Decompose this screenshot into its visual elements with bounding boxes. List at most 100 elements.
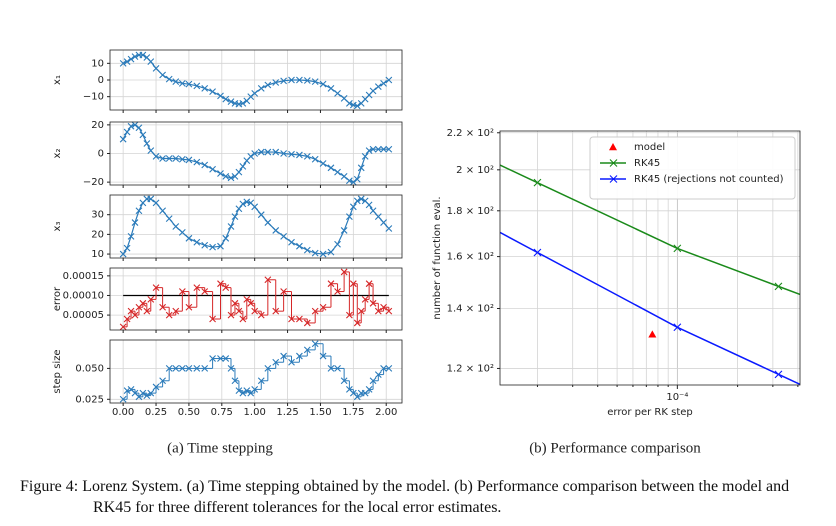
y-tick-label: 0.025 bbox=[75, 394, 104, 405]
point-marker bbox=[147, 296, 155, 303]
point-marker bbox=[172, 78, 180, 86]
point-marker bbox=[127, 232, 135, 240]
point-marker bbox=[349, 178, 357, 186]
point-marker bbox=[272, 358, 280, 366]
point-marker bbox=[217, 280, 224, 288]
point-marker bbox=[243, 198, 251, 206]
point-marker bbox=[139, 299, 147, 307]
point-marker bbox=[340, 377, 348, 385]
x-tick-label: 1.00 bbox=[244, 407, 266, 418]
y-axis-label: number of function eval. bbox=[432, 196, 443, 319]
point-marker bbox=[159, 377, 167, 385]
point-marker bbox=[217, 170, 224, 177]
point-marker bbox=[185, 303, 193, 311]
point-marker bbox=[327, 164, 335, 172]
point-marker bbox=[280, 232, 288, 240]
point-marker bbox=[349, 203, 357, 211]
point-marker bbox=[280, 77, 288, 85]
y-tick-label: 1.2 × 10² bbox=[447, 363, 494, 374]
point-marker bbox=[139, 131, 147, 139]
point-marker bbox=[369, 87, 377, 95]
point-marker bbox=[178, 288, 186, 295]
point-marker bbox=[319, 160, 327, 167]
y-tick-label: 0.00010 bbox=[63, 290, 104, 301]
point-marker bbox=[340, 268, 348, 276]
point-marker bbox=[345, 311, 353, 319]
point-marker bbox=[201, 84, 209, 92]
point-marker bbox=[296, 352, 303, 360]
point-marker bbox=[303, 346, 311, 354]
point-marker bbox=[235, 387, 243, 395]
point-marker bbox=[365, 147, 373, 155]
point-marker bbox=[209, 355, 216, 362]
point-marker bbox=[172, 365, 180, 372]
point-marker bbox=[257, 311, 265, 319]
point-marker bbox=[119, 323, 127, 331]
figure-caption: Figure 4: Lorenz System. (a) Time steppi… bbox=[20, 476, 820, 518]
point-marker bbox=[127, 55, 135, 63]
point-marker bbox=[159, 71, 167, 79]
point-marker bbox=[288, 315, 295, 323]
point-marker bbox=[123, 128, 131, 136]
legend-frame bbox=[589, 136, 796, 200]
point-marker bbox=[357, 307, 365, 315]
point-marker bbox=[257, 148, 265, 156]
x-tick-label: 1.25 bbox=[276, 407, 298, 418]
point-marker bbox=[349, 101, 357, 109]
point-marker bbox=[131, 311, 139, 319]
panel-frame bbox=[109, 49, 403, 111]
point-marker bbox=[774, 282, 783, 291]
y-axis-label: step size bbox=[52, 349, 63, 393]
point-marker bbox=[235, 307, 243, 315]
x-tick-label: 0.50 bbox=[178, 407, 200, 418]
panel-frame bbox=[109, 339, 403, 404]
point-marker bbox=[303, 152, 311, 160]
point-marker bbox=[209, 243, 216, 251]
point-marker bbox=[119, 250, 127, 258]
point-marker bbox=[380, 219, 387, 226]
point-marker bbox=[327, 84, 335, 92]
point-marker bbox=[193, 238, 201, 246]
figure: (a) Time stepping (b) Performance compar… bbox=[52, 49, 801, 456]
point-marker bbox=[311, 78, 319, 86]
point-marker bbox=[165, 215, 173, 223]
point-marker bbox=[334, 168, 341, 176]
y-tick-label: 20 bbox=[91, 120, 104, 131]
point-marker bbox=[369, 377, 377, 385]
legend-marker bbox=[609, 175, 618, 183]
point-marker bbox=[143, 307, 151, 315]
point-marker bbox=[334, 89, 341, 97]
point-marker bbox=[201, 161, 209, 169]
point-marker bbox=[139, 51, 147, 59]
point-marker bbox=[222, 284, 230, 292]
point-marker bbox=[147, 58, 155, 66]
point-marker bbox=[185, 365, 193, 372]
point-marker bbox=[131, 53, 139, 61]
y-tick-label: 0.050 bbox=[75, 363, 104, 374]
point-marker bbox=[334, 288, 341, 295]
point-marker bbox=[152, 64, 160, 72]
point-marker bbox=[143, 392, 151, 399]
legend-marker bbox=[609, 159, 618, 167]
x-tick-label: 0.00 bbox=[112, 407, 134, 418]
point-marker bbox=[264, 148, 272, 156]
point-marker bbox=[280, 288, 288, 295]
point-marker bbox=[165, 75, 173, 83]
x-tick-label: 1.75 bbox=[342, 407, 364, 418]
y-tick-label: 1.8 × 10² bbox=[447, 206, 494, 217]
panel-frame bbox=[109, 194, 403, 259]
x-axis-label: error per RK step bbox=[607, 407, 693, 418]
point-marker bbox=[185, 156, 193, 164]
point-marker bbox=[231, 99, 239, 107]
point-marker bbox=[235, 168, 243, 176]
y-tick-label: 1.6 × 10² bbox=[447, 252, 494, 263]
y-axis-label: x₂ bbox=[52, 149, 63, 159]
point-marker bbox=[227, 365, 235, 372]
point-marker bbox=[303, 319, 311, 327]
point-marker bbox=[327, 365, 335, 372]
point-marker bbox=[349, 280, 357, 288]
panel-frame bbox=[109, 267, 403, 331]
point-marker bbox=[119, 135, 127, 143]
point-marker bbox=[185, 234, 193, 242]
point-marker bbox=[247, 152, 255, 160]
